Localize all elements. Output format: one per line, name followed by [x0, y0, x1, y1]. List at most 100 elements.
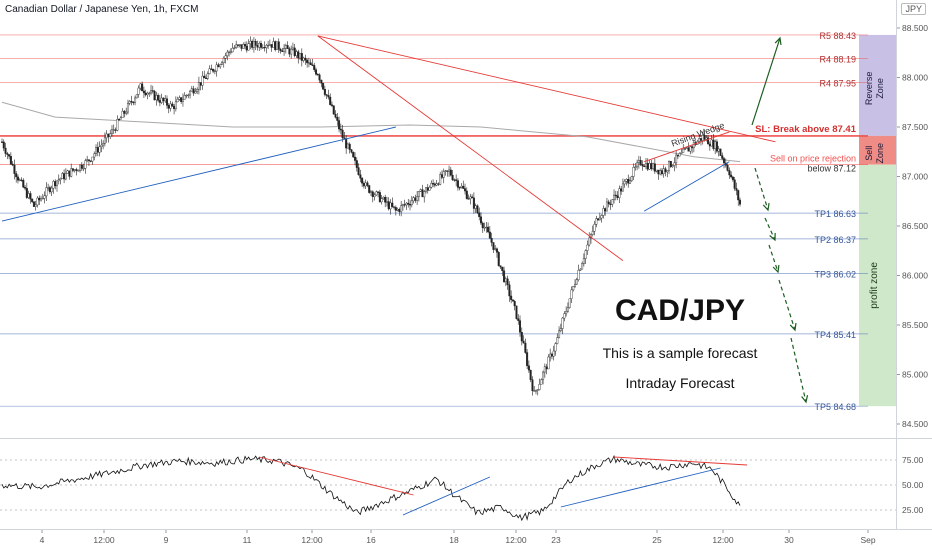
candle	[572, 285, 575, 292]
candle	[311, 58, 314, 67]
time-tick-label: 23	[551, 535, 561, 545]
candle	[673, 157, 676, 172]
candle	[245, 41, 248, 53]
candle	[552, 345, 555, 361]
candle	[426, 183, 429, 194]
candle	[483, 222, 486, 232]
candle	[123, 110, 126, 118]
candle	[543, 363, 546, 378]
candle	[419, 188, 422, 192]
candle	[506, 275, 509, 290]
sell-zone-label-2: Zone	[875, 143, 885, 164]
profit-zone-label: profit zone	[869, 262, 880, 309]
candle	[494, 244, 497, 251]
candle	[416, 190, 419, 205]
candle	[229, 48, 232, 55]
candle	[36, 196, 39, 208]
candle	[354, 152, 357, 166]
candle	[283, 44, 286, 56]
candle	[194, 87, 197, 94]
candle	[501, 266, 504, 276]
candle	[132, 101, 135, 106]
candle	[400, 200, 403, 217]
osc-support-line-1	[402, 476, 491, 516]
candle	[29, 191, 32, 204]
candle	[659, 168, 662, 176]
candle	[171, 101, 174, 107]
candle	[554, 342, 557, 356]
candle	[442, 168, 445, 184]
candle	[75, 167, 78, 176]
oscillator-line	[1, 454, 741, 522]
candle	[479, 212, 482, 226]
candle	[412, 196, 415, 204]
candle	[142, 86, 145, 98]
candle	[151, 85, 154, 94]
candle	[254, 38, 257, 51]
candle	[527, 360, 530, 373]
candle	[313, 62, 316, 73]
candle	[281, 47, 284, 52]
candle	[79, 164, 82, 173]
candle	[676, 154, 679, 159]
candle	[249, 36, 252, 50]
candle	[57, 174, 60, 185]
candle	[329, 93, 332, 106]
candle	[621, 178, 624, 192]
candle	[293, 43, 296, 58]
level-label-sl-87-41: SL: Break above 87.41	[755, 124, 857, 135]
candle	[128, 100, 131, 106]
candle	[268, 39, 271, 46]
candle	[256, 40, 259, 51]
candle	[462, 180, 465, 190]
candle	[93, 151, 96, 161]
time-tick-label: 11	[243, 535, 252, 545]
candle	[114, 127, 117, 134]
candle	[41, 193, 44, 200]
candle	[657, 169, 660, 180]
candle	[618, 185, 621, 203]
candle	[77, 169, 80, 172]
candle	[346, 142, 349, 149]
candle	[417, 191, 420, 202]
candle	[359, 169, 362, 183]
candle	[464, 183, 467, 195]
time-tick-label: 30	[784, 535, 794, 545]
candle	[16, 174, 19, 184]
candle	[291, 42, 294, 51]
candle	[409, 199, 412, 211]
candle	[522, 335, 525, 344]
candle	[508, 281, 511, 302]
candle	[373, 192, 376, 201]
candle	[534, 389, 537, 395]
candle	[653, 158, 656, 174]
candle	[316, 73, 319, 76]
candle	[192, 85, 195, 96]
level-label-tp3-86-02: TP3 86.02	[814, 270, 856, 280]
candle	[545, 363, 548, 375]
candle	[566, 302, 569, 313]
candle	[515, 305, 518, 320]
candle	[639, 156, 642, 166]
candle	[40, 195, 43, 202]
price-tick-label: 86.500	[902, 221, 928, 231]
candle	[11, 161, 14, 167]
candle	[460, 183, 463, 189]
candle	[91, 156, 94, 165]
level-label-tp5-84-68: TP5 84.68	[814, 402, 856, 412]
candle	[322, 82, 325, 91]
currency-badge[interactable]: JPY	[901, 3, 926, 15]
candle	[446, 170, 449, 177]
candle	[208, 65, 211, 75]
candle	[199, 82, 202, 91]
candle	[377, 191, 380, 198]
candle	[692, 139, 695, 153]
candle	[478, 207, 481, 221]
candle	[685, 147, 688, 149]
candle	[678, 152, 681, 157]
candle	[723, 156, 726, 169]
candle	[61, 171, 64, 179]
time-tick-label: Sep	[860, 535, 875, 545]
candle	[244, 41, 247, 50]
